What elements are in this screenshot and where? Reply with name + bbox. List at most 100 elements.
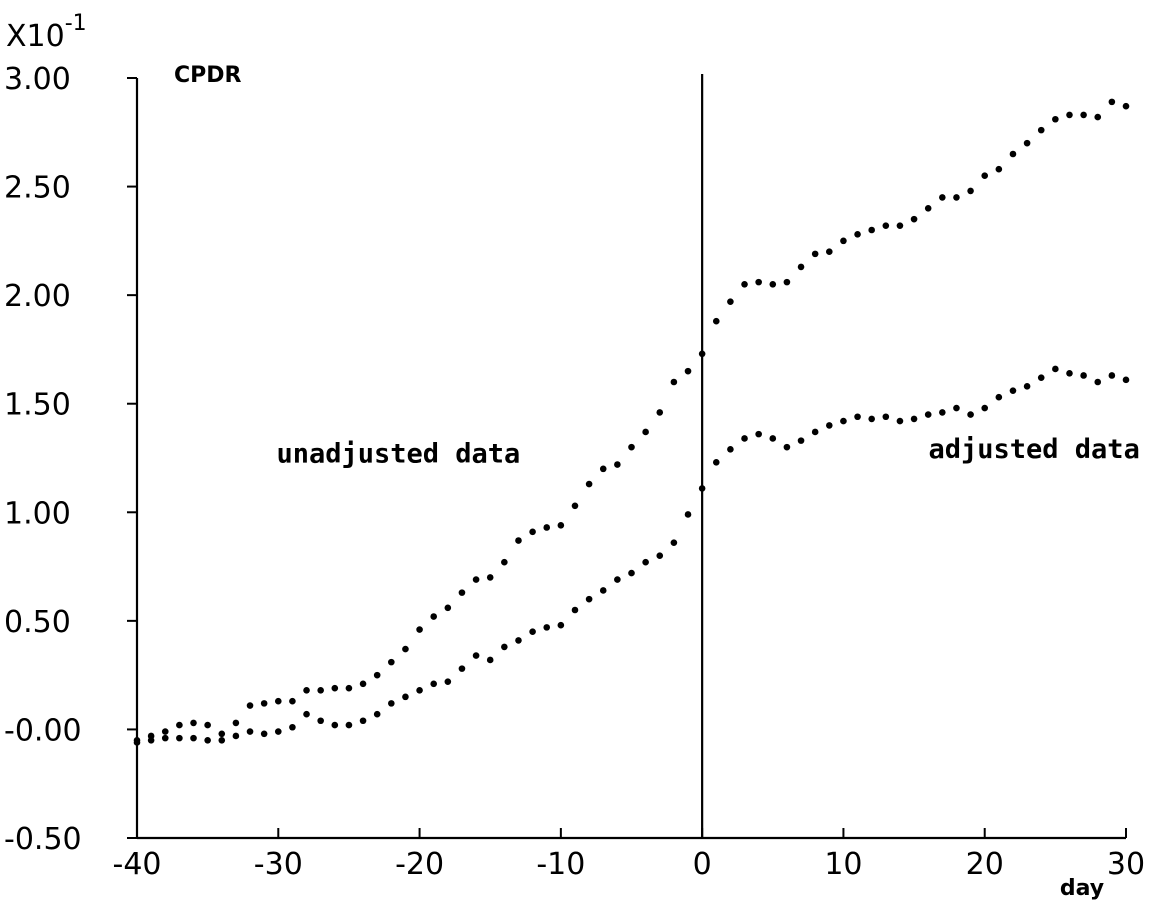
data-point [1066,370,1073,377]
data-point [260,700,268,707]
data-point [854,413,861,421]
data-point [388,658,395,666]
x-axis-label: day [1060,876,1104,901]
data-point [515,537,522,544]
data-point [840,237,847,245]
data-point [161,734,169,742]
data-point [585,480,593,488]
data-point [1023,139,1031,147]
data-point [741,280,748,288]
data-point [698,485,706,492]
data-point [317,717,324,725]
data-point [359,680,367,688]
data-point [826,248,833,256]
y-tick-label: 3.00 [4,62,71,97]
x-tick-label: 10 [824,847,862,882]
x-tick-label: 20 [966,847,1004,882]
annotation-label: unadjusted data [276,438,520,469]
data-point [289,723,296,731]
data-point [529,628,536,636]
ticks [127,77,1127,839]
data-points [133,98,1130,746]
data-point [868,226,875,234]
y-tick-label: 0.50 [4,605,71,640]
data-point [1094,113,1102,121]
data-point [571,502,579,510]
data-point [797,263,805,271]
scale-label: X10-1 [6,11,87,54]
data-point [176,721,183,729]
data-point [727,298,734,305]
data-point [783,278,791,286]
x-tick-label: -10 [536,847,585,882]
data-point [684,367,692,375]
data-point [345,684,353,692]
data-point [260,730,268,738]
data-point [939,409,946,416]
data-point [910,415,918,423]
data-point [246,702,254,709]
data-point [204,736,211,744]
data-point [486,574,494,581]
annotation-label: adjusted data [929,434,1140,465]
data-point [882,413,890,421]
y-tick-label: -0.00 [4,713,82,748]
axes [135,78,1126,840]
data-point [599,465,607,473]
data-point [924,204,932,212]
data-point [430,613,438,620]
data-point [656,409,664,416]
data-point [599,587,607,594]
data-point [727,446,734,453]
y-axis-label: CPDR [174,63,242,88]
data-point [557,621,565,629]
data-point [910,215,918,223]
y-tick-label: 2.50 [4,171,71,206]
data-point [882,222,890,229]
data-point [1066,111,1073,119]
data-point [981,172,989,180]
data-point [1108,98,1116,106]
data-point [571,606,579,614]
data-point [444,604,452,612]
data-point [670,378,678,386]
data-point [472,652,480,659]
data-point [176,734,183,742]
data-point [161,728,169,735]
data-point [712,459,720,466]
data-point [1080,111,1087,119]
data-point [147,736,155,744]
data-point [204,721,211,729]
data-point [543,524,551,531]
data-point [995,165,1003,173]
data-point [585,595,593,603]
data-point [430,680,438,688]
data-point [402,645,409,653]
data-point [642,428,649,436]
data-point [1052,365,1059,373]
data-point [303,710,310,718]
x-tick-label: -30 [254,847,303,882]
data-point [797,437,805,444]
data-point [628,443,635,451]
data-point [388,700,395,707]
data-point [486,656,494,664]
data-point [416,626,423,633]
data-point [274,697,282,705]
data-point [967,187,974,195]
data-point [218,736,226,744]
data-point [783,443,791,451]
y-tick-label: 2.00 [4,279,71,314]
data-point [1080,372,1087,379]
data-point [274,728,282,735]
data-point [642,558,649,566]
series-1 [133,98,1130,744]
data-point [939,194,946,201]
data-point [755,278,762,286]
data-point [924,411,932,418]
y-tick-label: 1.50 [4,388,71,423]
data-point [1009,387,1017,394]
data-point [755,430,762,438]
data-point [444,678,452,685]
